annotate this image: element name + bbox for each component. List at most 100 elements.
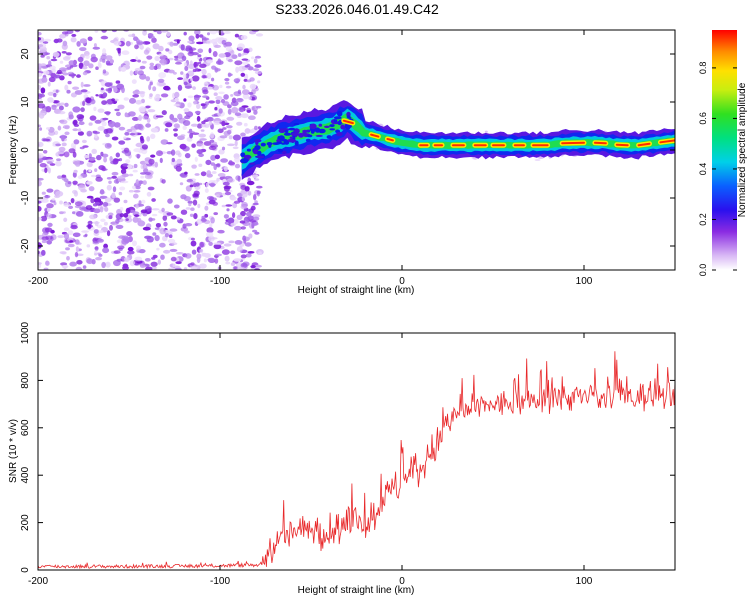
snr-ytick-label: 200 [20, 514, 31, 531]
noise-blob [194, 30, 201, 36]
noise-blob [95, 257, 102, 261]
ridge-blob [289, 136, 294, 139]
ridge-red [386, 137, 394, 142]
noise-blob [180, 209, 188, 215]
noise-blob [213, 120, 221, 126]
noise-blob [170, 256, 177, 262]
noise-blob [47, 167, 51, 174]
noise-blob [169, 228, 178, 232]
noise-blob [97, 60, 101, 68]
noise-blob [94, 30, 99, 33]
noise-blob [119, 186, 126, 191]
noise-blob [39, 127, 43, 131]
noise-blob [57, 175, 63, 179]
noise-blob [126, 165, 133, 168]
noise-blob [204, 188, 209, 193]
noise-blob [74, 90, 83, 95]
noise-blob [66, 255, 70, 261]
noise-blob [184, 253, 192, 259]
noise-blob [129, 132, 136, 136]
noise-blob [114, 98, 119, 102]
ridge-blob [272, 142, 280, 146]
noise-blob [64, 84, 69, 91]
ridge-blob [329, 124, 335, 128]
noise-blob [102, 92, 108, 98]
noise-blob [232, 266, 239, 270]
noise-blob [63, 151, 70, 158]
noise-blob [109, 156, 113, 162]
noise-blob [75, 266, 83, 270]
noise-blob [38, 124, 41, 128]
noise-blob [212, 51, 218, 57]
noise-blob [247, 251, 255, 254]
noise-blob [195, 33, 200, 39]
noise-blob [167, 238, 176, 244]
noise-blob [143, 49, 150, 55]
noise-blob [44, 227, 53, 233]
noise-blob [72, 151, 77, 158]
snr-xlabel: Height of straight line (km) [298, 585, 415, 596]
noise-blob [154, 161, 159, 168]
noise-blob [180, 44, 185, 51]
noise-blob [41, 236, 49, 241]
noise-blob [252, 68, 260, 72]
noise-blob [162, 215, 168, 221]
noise-blob [72, 211, 76, 215]
ridge-blob [333, 116, 342, 120]
noise-blob [174, 97, 179, 102]
noise-blob [209, 182, 216, 188]
noise-blob [197, 48, 204, 54]
noise-blob [183, 108, 190, 113]
noise-blob [61, 174, 67, 178]
snr-ytick-label: 1000 [20, 321, 31, 344]
noise-blob [89, 157, 95, 162]
noise-blob [40, 87, 46, 94]
noise-blob [120, 180, 129, 184]
noise-blob [133, 163, 138, 169]
noise-blob [253, 194, 257, 201]
noise-blob [90, 53, 96, 59]
colorbar-tick-label: 0.6 [698, 112, 708, 125]
noise-blob [139, 264, 146, 268]
noise-blob [214, 154, 220, 160]
noise-blob [55, 160, 62, 167]
noise-blob [84, 233, 88, 237]
noise-blob [193, 61, 197, 68]
noise-blob [135, 70, 139, 75]
ridge-red [342, 119, 354, 125]
ridge-blob [254, 145, 261, 151]
noise-blob [132, 116, 139, 121]
noise-blob [204, 205, 209, 211]
noise-blob [111, 192, 116, 199]
noise-blob [245, 253, 252, 258]
noise-blob [169, 248, 178, 252]
noise-blob [102, 247, 110, 254]
noise-blob [146, 136, 151, 142]
noise-blob [196, 123, 203, 129]
noise-blob [46, 212, 52, 220]
ridge-blob [326, 135, 332, 139]
noise-blob [124, 112, 128, 118]
noise-blob [191, 52, 199, 56]
noise-blob [243, 122, 248, 127]
noise-blob [146, 191, 152, 197]
noise-blob [105, 197, 112, 203]
noise-blob [154, 227, 160, 230]
noise-blob [141, 60, 147, 64]
noise-blob [160, 254, 165, 260]
noise-blob [179, 182, 184, 186]
noise-blob [225, 85, 232, 89]
noise-blob [138, 90, 146, 95]
noise-blob [53, 74, 58, 79]
noise-blob [38, 180, 42, 187]
noise-blob [191, 143, 196, 148]
noise-blob [96, 224, 103, 229]
noise-blob [230, 250, 236, 255]
noise-blob [117, 104, 125, 110]
noise-blob [196, 257, 201, 263]
noise-blob [163, 249, 171, 254]
noise-blob [73, 139, 80, 145]
noise-blob [156, 150, 163, 157]
